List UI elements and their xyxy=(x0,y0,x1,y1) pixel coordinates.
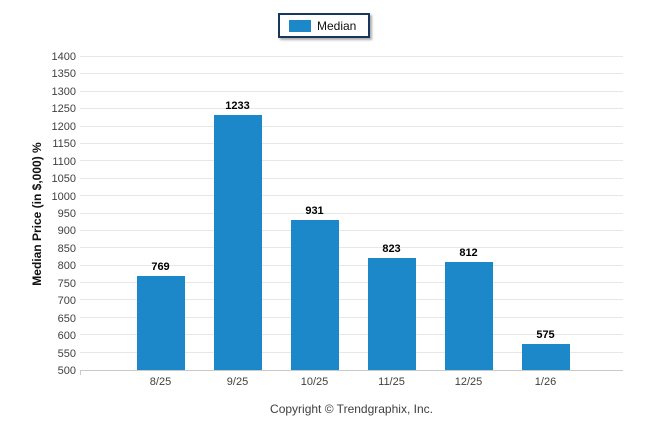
bar-9/25: 1233 xyxy=(213,100,262,370)
gridline xyxy=(80,160,623,162)
y-tick-label: 600 xyxy=(57,330,76,343)
gridline xyxy=(80,56,623,57)
y-tick-label: 700 xyxy=(57,295,76,308)
gridline xyxy=(80,229,623,231)
y-tick-label: 550 xyxy=(57,347,76,360)
y-tick-label: 750 xyxy=(57,277,76,290)
gridline xyxy=(80,264,623,266)
x-tick-label: 12/25 xyxy=(454,376,483,388)
y-tick-label: 1100 xyxy=(52,155,76,168)
x-tick-label: 8/25 xyxy=(149,376,172,388)
y-tick-label: 950 xyxy=(57,208,76,220)
bar-1/26: 575 xyxy=(521,329,570,370)
y-tick-label: 800 xyxy=(57,260,76,273)
bar-value-label: 812 xyxy=(459,246,478,259)
y-tick-label: 1200 xyxy=(51,120,76,133)
x-tick-label: 1/26 xyxy=(534,376,557,388)
gridline xyxy=(80,142,623,144)
gridline xyxy=(80,195,623,197)
y-tick-label: 1050 xyxy=(51,173,76,186)
y-axis-ticks: 500 550 600 650 700 750 800 850 900 950 1000 1050 11… xyxy=(0,51,76,377)
legend-label-median: Median xyxy=(317,18,357,33)
gridline xyxy=(80,247,623,249)
x-tick-label: 11/25 xyxy=(378,376,405,388)
gridline xyxy=(80,334,623,336)
gridline xyxy=(80,316,623,318)
bar-8/25: 769 xyxy=(136,261,185,370)
copyright: Copyright © Trendgraphix, Inc. xyxy=(270,402,433,416)
bar-value-label: 931 xyxy=(305,205,324,218)
x-axis-tick-mark xyxy=(80,370,81,375)
y-tick-label: 1350 xyxy=(51,68,76,81)
gridline xyxy=(80,351,623,353)
y-tick-label: 900 xyxy=(57,225,76,238)
gridline xyxy=(80,90,623,92)
y-tick-label: 650 xyxy=(57,312,76,325)
y-tick-label: 1150 xyxy=(52,138,76,151)
y-tick-label: 1400 xyxy=(51,51,76,63)
x-axis-ticks: 8/25 9/25 10/25 11/25 12/25 1/26 xyxy=(80,376,623,392)
legend-swatch-median xyxy=(289,19,311,32)
bar-value-label: 1233 xyxy=(225,100,250,113)
gridline xyxy=(80,73,623,75)
bar-value-label: 769 xyxy=(151,261,170,274)
gridline xyxy=(80,212,623,214)
bar-value-label: 823 xyxy=(382,242,401,255)
bar-value-label: 575 xyxy=(536,328,555,341)
bar-11/25: 823 xyxy=(367,243,416,370)
y-tick-label: 1000 xyxy=(51,190,76,203)
gridline xyxy=(80,282,623,284)
bar-12/25: 812 xyxy=(444,247,493,370)
y-tick-label: 500 xyxy=(57,365,76,377)
x-tick-label: 10/25 xyxy=(300,376,329,388)
gridline xyxy=(80,299,623,301)
legend: Median xyxy=(278,13,371,38)
gridline xyxy=(80,125,623,127)
x-tick-label: 9/25 xyxy=(226,376,249,388)
y-tick-label: 850 xyxy=(57,242,76,255)
bar-10/25: 931 xyxy=(290,205,339,370)
plot-area: 769 1233 931 823 812 575 xyxy=(80,56,623,375)
gridline xyxy=(80,177,623,179)
y-tick-label: 1250 xyxy=(51,103,76,116)
y-tick-label: 1300 xyxy=(51,85,76,98)
gridline xyxy=(80,108,623,110)
